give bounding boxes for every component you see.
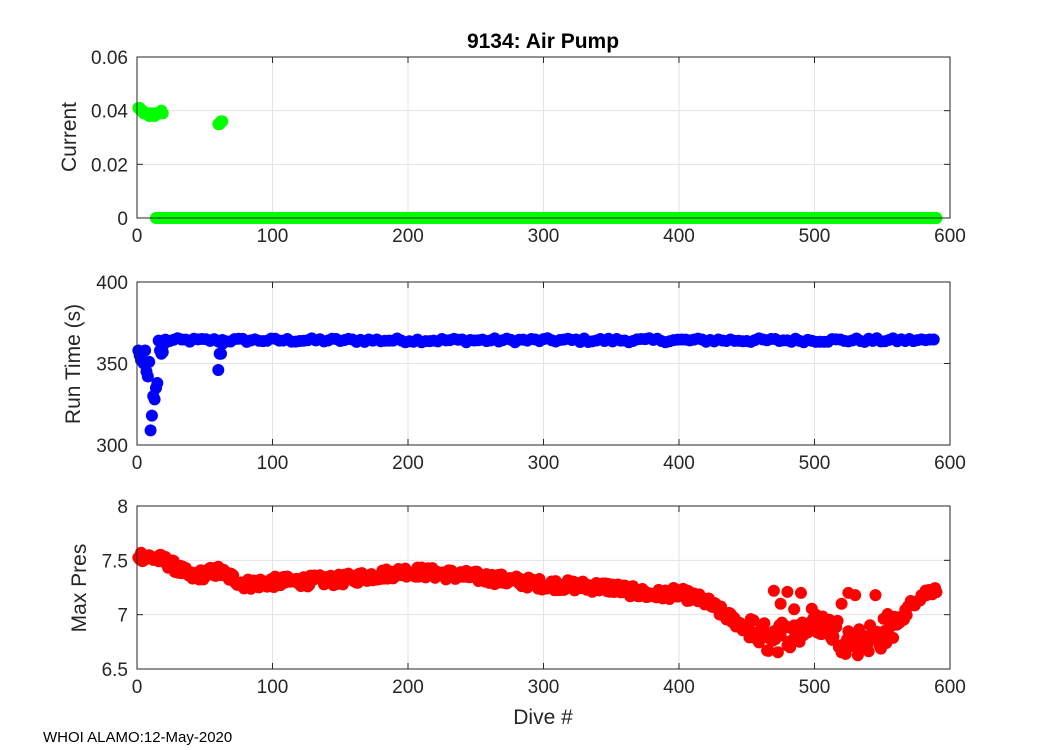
data-point [927,333,940,346]
y-tick-label: 6.5 [102,660,128,681]
max-pres-panel: Max Pres Dive # 0 100 200 300 400 500 600 6.5 7 7… [68,497,966,729]
x-tick-label: 500 [799,677,831,698]
x-tick-label: 200 [392,677,424,698]
y-tick-label: 0.04 [91,102,128,123]
y-tick-label: 8 [117,497,128,518]
y-tick-label: 300 [96,436,128,457]
y-axis-label-current: Current [58,102,81,172]
x-tick-label: 0 [132,226,143,247]
y-tick-label: 350 [96,355,128,376]
x-tick-label: 300 [528,677,560,698]
data-point [212,364,225,377]
x-tick-label: 400 [663,226,695,247]
y-tick-label: 7 [117,606,128,627]
y-tick-label: 0 [117,209,128,230]
data-point [758,617,771,630]
x-tick-label: 500 [799,453,831,474]
x-tick-label: 0 [132,677,143,698]
data-point [215,347,228,360]
data-point [839,647,852,660]
y-tick-label: 0.02 [91,155,128,176]
x-tick-label: 100 [257,677,289,698]
x-tick-label: 600 [934,453,966,474]
x-tick-label: 300 [528,226,560,247]
data-points [132,332,940,437]
data-point [781,585,794,598]
data-point [216,115,229,128]
x-tick-label: 400 [663,677,695,698]
x-tick-label: 600 [934,226,966,247]
data-point [156,107,169,120]
data-point [143,355,156,368]
y-axis-label-max-pres: Max Pres [68,544,91,633]
data-point [869,589,882,602]
data-point [827,630,840,643]
chart-title: 9134: Air Pump [467,30,619,53]
y-tick-label: 0.06 [91,48,128,69]
data-point [862,645,875,658]
data-point [144,424,157,437]
data-point [139,344,152,357]
data-point [788,603,801,616]
x-axis-label-dive: Dive # [513,706,573,729]
current-panel: 9134: Air Pump Current 0 100 200 300 400 500 6… [58,30,966,247]
data-points [132,546,943,662]
footer-credit: WHOI ALAMO:12-May-2020 [43,729,232,746]
x-tick-label: 400 [663,453,695,474]
y-tick-label: 7.5 [102,551,128,572]
axes-frame [136,281,951,446]
x-tick-label: 200 [392,226,424,247]
data-point [835,597,848,610]
data-point [930,586,943,599]
x-tick-label: 100 [257,453,289,474]
run-time-panel: Run Time (s) 0 100 200 300 400 500 600 300 350 40… [62,273,966,474]
data-point [148,393,161,406]
data-point [145,409,158,422]
data-point [873,639,886,652]
y-tick-label: 400 [96,273,128,294]
data-point [141,370,154,383]
x-tick-label: 300 [528,453,560,474]
x-tick-label: 500 [799,226,831,247]
data-point [794,586,807,599]
x-tick-label: 100 [257,226,289,247]
x-tick-label: 200 [392,453,424,474]
data-point [158,337,171,350]
data-point [831,614,844,627]
axes-frame [136,56,951,219]
data-point [151,377,164,390]
axes-frame [136,505,951,670]
data-point [216,337,229,350]
x-tick-label: 0 [132,453,143,474]
data-point [849,589,862,602]
y-axis-label-run-time: Run Time (s) [62,304,85,424]
data-point [767,584,780,597]
data-point [887,631,900,644]
data-point [762,644,775,657]
data-point [771,646,784,659]
data-point [774,597,787,610]
x-tick-label: 600 [934,677,966,698]
